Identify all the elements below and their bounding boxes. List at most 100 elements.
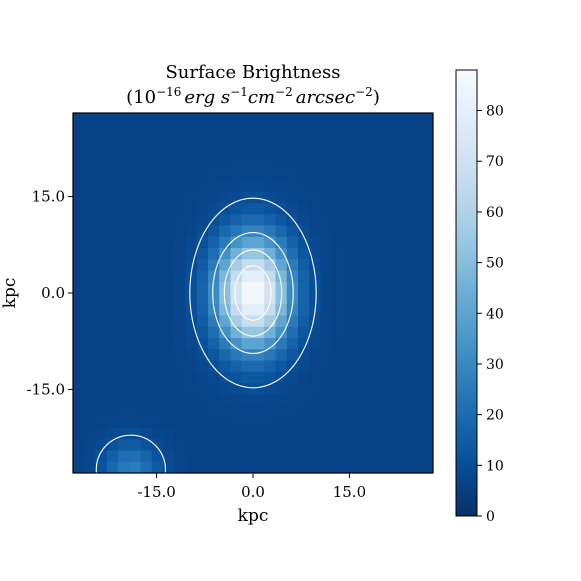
heatmap-cell	[309, 259, 322, 272]
heatmap-cell	[343, 203, 355, 215]
colorbar-tick-label: 10	[486, 458, 504, 474]
heatmap-cell	[275, 383, 288, 395]
heatmap-cell	[376, 248, 389, 260]
heatmap-cell	[95, 180, 108, 193]
heatmap-cell	[118, 169, 130, 182]
heatmap-cell	[118, 259, 130, 272]
heatmap-cell	[106, 439, 119, 452]
x-tick-label: 0.0	[241, 483, 265, 501]
heatmap-cell	[106, 394, 119, 407]
heatmap-cell	[376, 259, 389, 272]
heatmap-cell	[129, 461, 142, 473]
heatmap-cell	[73, 315, 85, 328]
heatmap-cell	[241, 461, 254, 473]
heatmap-cell	[185, 383, 198, 395]
heatmap-cell	[421, 225, 433, 238]
heatmap-cell	[309, 135, 322, 148]
heatmap-cell	[320, 259, 333, 272]
heatmap-cell	[399, 169, 412, 182]
heatmap-cell	[298, 450, 310, 463]
heatmap-cell	[118, 248, 130, 260]
heatmap-cell	[151, 360, 164, 373]
heatmap-cell	[95, 439, 108, 452]
heatmap-cell	[421, 338, 433, 350]
heatmap-cell	[320, 180, 333, 193]
heatmap-cell	[331, 248, 344, 260]
heatmap-cell	[241, 180, 254, 193]
heatmap-cell	[376, 416, 389, 429]
heatmap-cell	[309, 225, 322, 238]
heatmap-cell	[73, 158, 85, 170]
heatmap-cell	[95, 416, 108, 429]
heatmap-cell	[298, 360, 310, 373]
heatmap-cell	[118, 158, 130, 170]
heatmap-cell	[410, 158, 423, 170]
heatmap-cell	[275, 315, 288, 328]
heatmap-cell	[151, 349, 164, 362]
heatmap-cell	[73, 293, 85, 305]
heatmap-cell	[343, 326, 355, 339]
heatmap-cell	[241, 248, 254, 260]
subtitle-exp1: −16	[156, 85, 181, 99]
heatmap-cell	[219, 383, 232, 395]
heatmap-cell	[275, 158, 288, 170]
heatmap-cell	[388, 124, 400, 137]
heatmap-cell	[163, 180, 175, 193]
heatmap-cell	[230, 461, 243, 473]
heatmap-cell	[298, 248, 310, 260]
heatmap-cell	[174, 450, 187, 463]
heatmap-cell	[388, 428, 400, 440]
heatmap-cell	[399, 461, 412, 473]
heatmap-cell	[140, 338, 153, 350]
heatmap-cell	[118, 371, 130, 384]
heatmap-cell	[253, 214, 265, 227]
heatmap-cell	[376, 146, 389, 159]
heatmap-cell	[208, 428, 220, 440]
heatmap-cell	[174, 191, 187, 204]
heatmap-cell	[320, 315, 333, 328]
heatmap-cell	[230, 225, 243, 238]
heatmap-cell	[84, 225, 97, 238]
heatmap-cell	[163, 191, 175, 204]
heatmap-cell	[320, 428, 333, 440]
heatmap-cell	[196, 191, 209, 204]
heatmap-cell	[410, 338, 423, 350]
heatmap-cell	[196, 428, 209, 440]
heatmap-cell	[140, 439, 153, 452]
heatmap-cell	[208, 169, 220, 182]
heatmap-cell	[230, 405, 243, 418]
heatmap-cell	[421, 450, 433, 463]
heatmap-cell	[106, 270, 119, 283]
heatmap-cell	[185, 270, 198, 283]
heatmap-cell	[365, 416, 378, 429]
heatmap-cell	[343, 360, 355, 373]
heatmap-cell	[376, 428, 389, 440]
heatmap-cell	[286, 191, 299, 204]
heatmap-cell	[174, 124, 187, 137]
colorbar-tick-label: 30	[486, 357, 504, 373]
heatmap-cell	[365, 169, 378, 182]
heatmap-cell	[298, 304, 310, 317]
heatmap-cell	[118, 124, 130, 137]
heatmap-cell	[264, 439, 277, 452]
heatmap-cell	[129, 180, 142, 193]
heatmap-cell	[84, 326, 97, 339]
heatmap-cell	[388, 304, 400, 317]
heatmap-cell	[399, 146, 412, 159]
heatmap-cell	[219, 146, 232, 159]
heatmap-cell	[196, 371, 209, 384]
heatmap-cell	[230, 360, 243, 373]
heatmap-cell	[95, 326, 108, 339]
heatmap-cell	[309, 360, 322, 373]
heatmap-cell	[309, 450, 322, 463]
heatmap-cell	[95, 203, 108, 215]
heatmap-cell	[309, 293, 322, 305]
heatmap-cell	[129, 225, 142, 238]
heatmap-cell	[73, 113, 85, 125]
heatmap-cell	[219, 326, 232, 339]
heatmap-cell	[253, 461, 265, 473]
heatmap	[73, 113, 433, 473]
heatmap-cell	[118, 405, 130, 418]
y-axis-label: kpc	[0, 278, 20, 309]
heatmap-cell	[253, 394, 265, 407]
